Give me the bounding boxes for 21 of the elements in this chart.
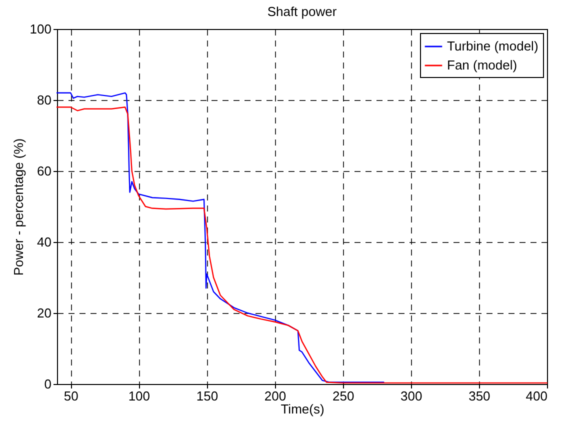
y-tick-label: 80 [37,92,52,108]
x-tick-label: 250 [332,388,354,404]
x-tick-label: 50 [64,388,78,404]
x-tick-label: 150 [196,388,218,404]
y-tick-label: 100 [30,22,52,36]
y-tick-label: 40 [37,234,52,250]
x-axis-title: Time(s) [280,402,324,416]
line-series [56,106,548,384]
x-tick-label: 200 [264,388,286,404]
line-series [56,92,384,383]
x-tick-label: 350 [468,388,490,404]
x-tick-label: 400 [526,388,548,404]
y-tick-label: 60 [37,164,52,178]
y-tick-label: 0 [44,376,52,392]
legend-label: Fan (model) [447,58,518,72]
x-tick-label: 100 [128,388,150,404]
y-axis-title: Power - percentage (%) [10,138,26,276]
y-tick-label: 20 [37,306,52,320]
legend-label: Turbine (model) [447,38,538,54]
chart-title: Shaft power [267,4,338,19]
x-tick-label: 300 [400,388,422,404]
